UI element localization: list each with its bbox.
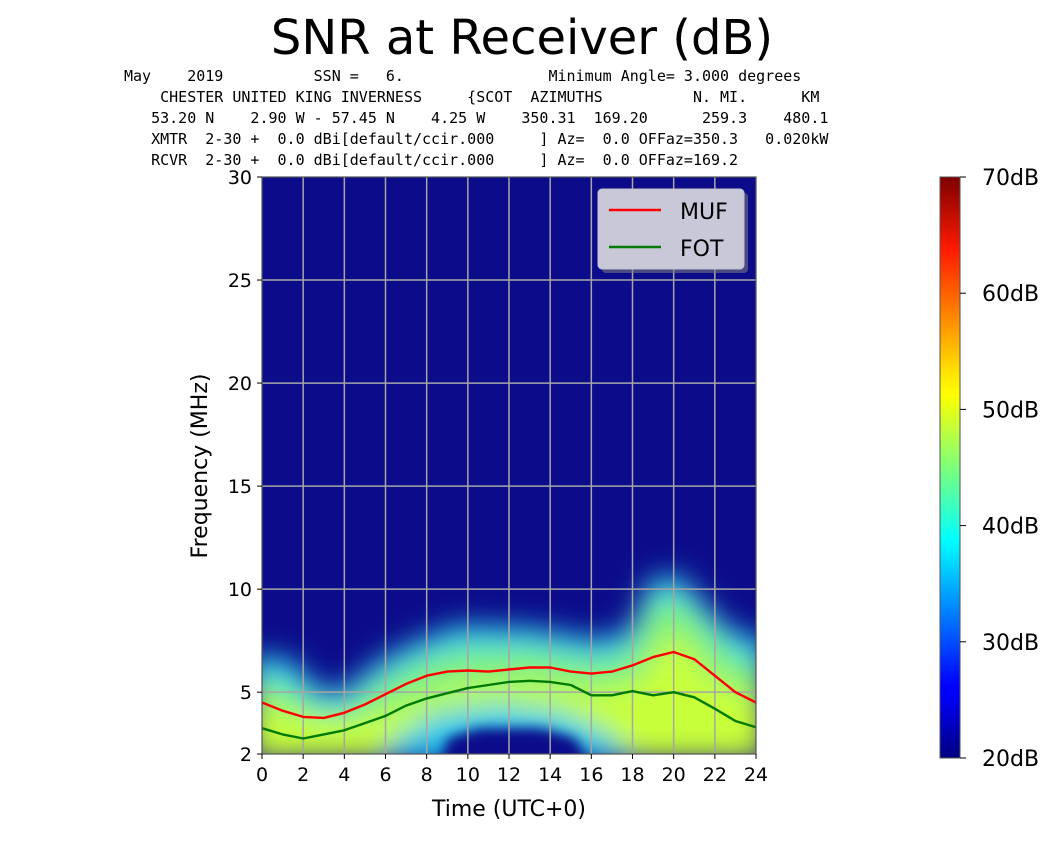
- colorbar-ticks: 70dB 60dB 50dB 40dB 30dB 20dB: [960, 166, 1039, 772]
- legend: MUF FOT: [597, 188, 748, 273]
- y-tick-label: 5: [240, 682, 252, 704]
- x-tick-label: 10: [456, 764, 480, 786]
- legend-label-muf: MUF: [680, 200, 728, 225]
- y-tick-label: 25: [228, 270, 252, 292]
- x-axis-ticks: 0 2 4 6 8 10 12 14 16 18 20 22 24: [256, 754, 768, 786]
- x-tick-label: 8: [421, 764, 433, 786]
- chart-title: SNR at Receiver (dB): [270, 10, 774, 66]
- colorbar-tick-label: 20dB: [982, 747, 1039, 772]
- header-line-date: May 2019 SSN = 6. Minimum Angle= 3.000 d…: [124, 67, 802, 85]
- x-tick-label: 14: [538, 764, 562, 786]
- grid-lines: [262, 177, 756, 754]
- series-line-fot: [262, 679, 756, 740]
- y-axis-title: Frequency (MHz): [188, 374, 213, 559]
- x-tick-label: 2: [297, 764, 309, 786]
- x-tick-label: 20: [662, 764, 686, 786]
- colorbar: 70dB 60dB 50dB 40dB 30dB 20dB: [939, 166, 1039, 772]
- x-axis-title: Time (UTC+0): [431, 797, 586, 822]
- y-tick-label: 15: [228, 476, 252, 498]
- x-tick-label: 12: [497, 764, 521, 786]
- header-line-xmtr: XMTR 2-30 + 0.0 dBi[default/ccir.000 ] A…: [124, 130, 829, 148]
- y-tick-label: 2: [240, 744, 252, 766]
- x-tick-label: 16: [579, 764, 603, 786]
- x-tick-label: 6: [379, 764, 391, 786]
- x-tick-label: 4: [338, 764, 350, 786]
- legend-label-fot: FOT: [680, 237, 724, 262]
- x-tick-label: 0: [256, 764, 268, 786]
- colorbar-tick-label: 40dB: [982, 515, 1039, 540]
- y-tick-label: 30: [228, 167, 252, 189]
- header-line-locations: CHESTER UNITED KING INVERNESS {SCOT AZIM…: [124, 88, 820, 106]
- colorbar-tick-label: 60dB: [982, 282, 1039, 307]
- header-line-rcvr: RCVR 2-30 + 0.0 dBi[default/ccir.000 ] A…: [124, 151, 739, 169]
- x-tick-label: 18: [620, 764, 644, 786]
- header-line-coordinates: 53.20 N 2.90 W - 57.45 N 4.25 W 350.31 1…: [124, 109, 829, 127]
- colorbar-tick-label: 70dB: [982, 166, 1039, 191]
- colorbar-gradient: [939, 176, 961, 759]
- y-tick-label: 20: [228, 373, 252, 395]
- series-line-muf: [262, 650, 756, 720]
- colorbar-tick-label: 50dB: [982, 398, 1039, 423]
- colorbar-tick-label: 30dB: [982, 631, 1039, 656]
- x-tick-label: 22: [703, 764, 727, 786]
- series-lines: [262, 650, 756, 740]
- y-tick-label: 10: [228, 579, 252, 601]
- x-tick-label: 24: [744, 764, 768, 786]
